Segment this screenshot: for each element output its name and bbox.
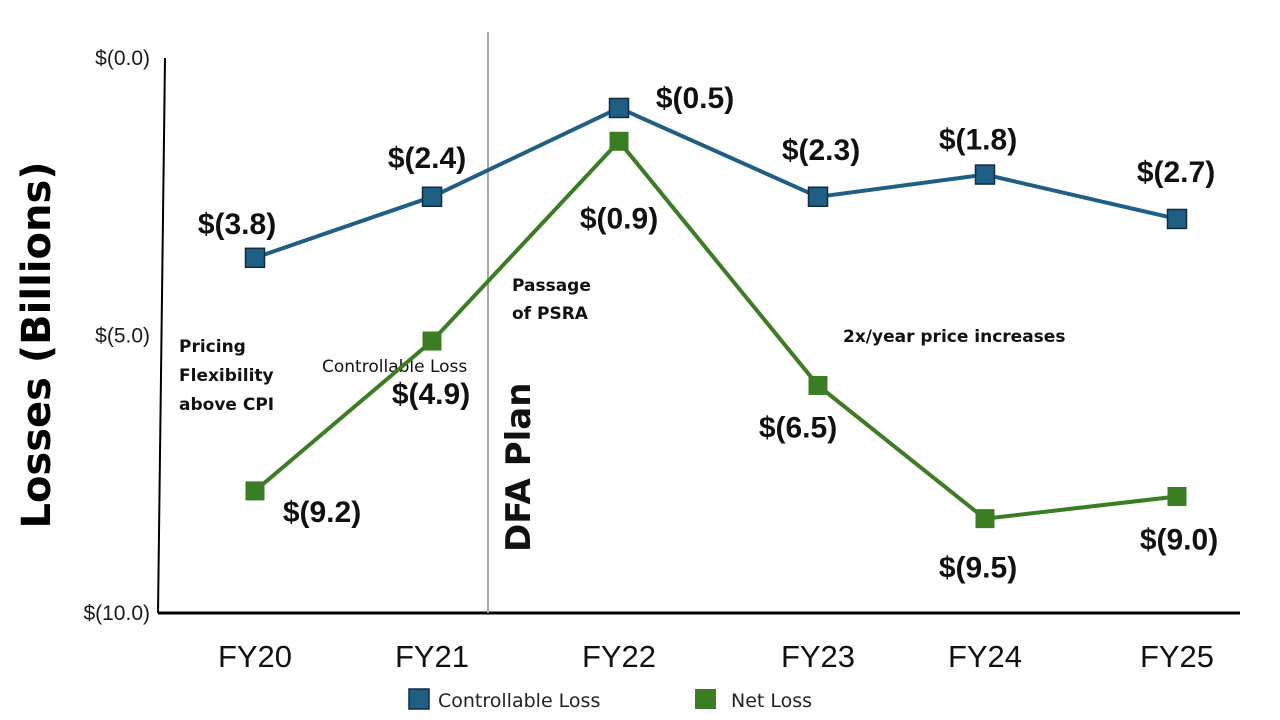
x-tick-label: FY20 bbox=[218, 639, 292, 674]
legend-label: Net Loss bbox=[731, 690, 812, 712]
annotation-line: above CPI bbox=[179, 395, 274, 415]
data-point-controllable-loss[interactable] bbox=[974, 164, 996, 185]
annotation-controllable-loss: Controllable Loss bbox=[322, 357, 467, 377]
annotation-psra: Passage of PSRA bbox=[512, 276, 591, 324]
data-label-net-loss: $(9.5) bbox=[939, 552, 1017, 585]
data-label-controllable-loss: $(1.8) bbox=[939, 124, 1017, 157]
data-label-net-loss: $(4.9) bbox=[392, 378, 470, 411]
series-line-controllable-loss bbox=[254, 105, 1178, 260]
data-point-net-loss[interactable] bbox=[245, 481, 265, 501]
data-label-net-loss: $(0.9) bbox=[580, 202, 658, 235]
data-point-controllable-loss[interactable] bbox=[421, 186, 443, 207]
annotation-line: Pricing bbox=[179, 337, 246, 357]
data-label-controllable-loss: $(2.4) bbox=[388, 142, 466, 175]
legend-label: Controllable Loss bbox=[438, 690, 600, 712]
data-label-net-loss: $(9.2) bbox=[283, 496, 361, 529]
y-tick-label: $(0.0) bbox=[95, 47, 150, 70]
x-tick-label: FY24 bbox=[948, 639, 1022, 674]
data-point-net-loss[interactable] bbox=[609, 131, 629, 151]
data-point-net-loss[interactable] bbox=[422, 331, 442, 351]
annotation-line: Flexibility bbox=[179, 366, 274, 386]
legend: Controllable Loss Net Loss bbox=[408, 688, 812, 712]
legend-item-net-loss[interactable]: Net Loss bbox=[695, 689, 812, 712]
legend-swatch-net-loss bbox=[695, 689, 716, 709]
data-label-net-loss: $(9.0) bbox=[1140, 523, 1218, 556]
data-label-controllable-loss: $(3.8) bbox=[198, 208, 276, 241]
data-point-net-loss[interactable] bbox=[1167, 486, 1187, 506]
y-tick-label: $(10.0) bbox=[83, 602, 150, 625]
data-point-controllable-loss[interactable] bbox=[608, 97, 630, 119]
x-tick-label: FY22 bbox=[582, 639, 656, 674]
data-point-net-loss[interactable] bbox=[975, 509, 995, 529]
series-line-net-loss bbox=[253, 139, 1178, 521]
data-point-controllable-loss[interactable] bbox=[807, 186, 829, 207]
data-label-controllable-loss: $(2.7) bbox=[1137, 156, 1215, 189]
x-tick-label: FY25 bbox=[1140, 639, 1214, 674]
y-tick-labels: $(0.0) $(5.0) $(10.0) bbox=[83, 47, 150, 625]
dfa-plan-label: DFA Plan bbox=[499, 383, 539, 552]
data-point-controllable-loss[interactable] bbox=[244, 247, 266, 269]
x-tick-label: FY21 bbox=[395, 639, 469, 674]
series-group bbox=[244, 97, 1188, 529]
data-labels: $(3.8) $(2.4) $(0.5) $(2.3) $(1.8) $(2.7) $(9.… bbox=[198, 82, 1218, 585]
x-tick-label: FY23 bbox=[781, 639, 855, 674]
x-tick-labels: FY20 FY21 FY22 FY23 FY24 FY25 bbox=[218, 639, 1214, 674]
y-axis-line bbox=[157, 57, 166, 614]
data-label-controllable-loss: $(2.3) bbox=[782, 134, 860, 167]
annotation-line: Passage bbox=[512, 276, 591, 296]
annotation-price-increases: 2x/year price increases bbox=[843, 327, 1065, 347]
data-point-net-loss[interactable] bbox=[808, 375, 828, 395]
y-tick-label: $(5.0) bbox=[95, 325, 150, 348]
annotation-line: of PSRA bbox=[512, 304, 589, 324]
data-point-controllable-loss[interactable] bbox=[1166, 208, 1188, 230]
y-axis-label: Losses (Billions) bbox=[14, 161, 60, 528]
data-label-controllable-loss: $(0.5) bbox=[656, 82, 734, 115]
annotation-pricing: Pricing Flexibility above CPI bbox=[179, 337, 274, 415]
legend-swatch-controllable-loss bbox=[408, 688, 430, 710]
data-label-net-loss: $(6.5) bbox=[759, 411, 837, 444]
legend-item-controllable-loss[interactable]: Controllable Loss bbox=[408, 688, 600, 712]
